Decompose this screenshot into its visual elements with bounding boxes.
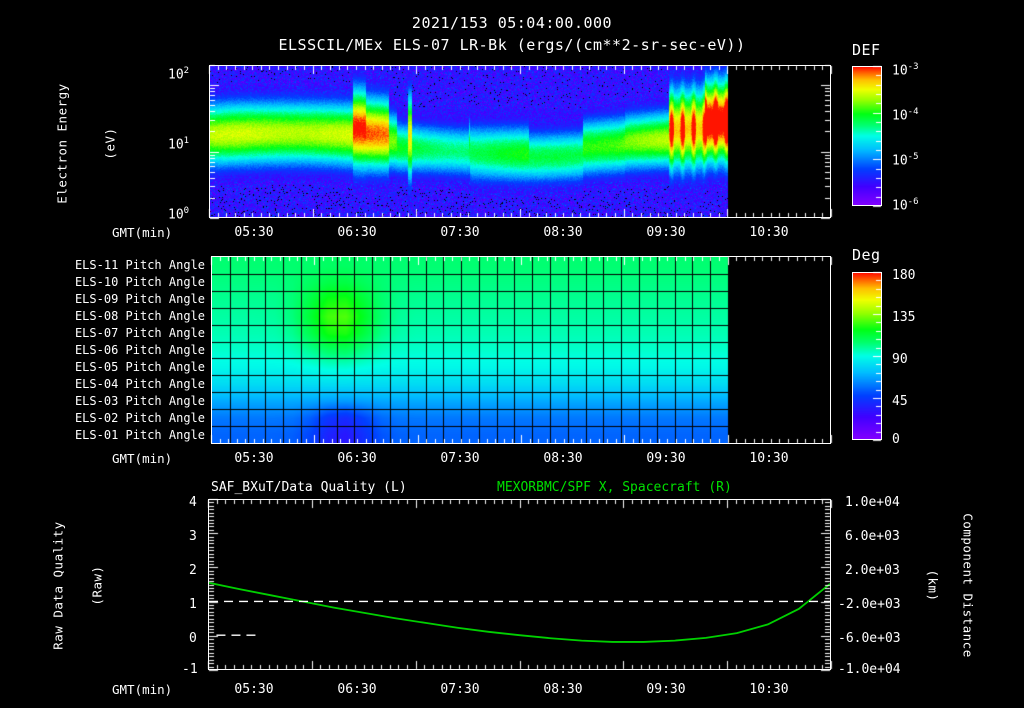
panel3-xtick-5: 10:30 (749, 682, 789, 697)
data-quality-plot (209, 581, 830, 643)
panel3-ytick-right-10k: 1.0e+04 (845, 495, 900, 510)
panel3-ytick-right-neg2k: -2.0e+03 (838, 597, 901, 612)
pitch-angle-row-label-11: ELS-11 Pitch Angle (74, 258, 205, 272)
panel2-xtick-5: 10:30 (749, 451, 789, 466)
panel3-xtick-4: 09:30 (646, 682, 686, 697)
panel3-ytick-right-neg6k: -6.0e+03 (838, 631, 901, 646)
panel3-ytick-right-neg10k: -1.0e+04 (838, 662, 901, 677)
panel1-ylabel-units: (eV) (102, 127, 118, 160)
panel3-ylabel-left-units: (Raw) (89, 565, 105, 606)
pitch-angle-row-label-05: ELS-05 Pitch Angle (74, 360, 205, 374)
pitch-angle-row-label-01: ELS-01 Pitch Angle (74, 428, 205, 442)
panel1-ytick-1: 100 (168, 206, 190, 223)
pitch-angle-row-label-03: ELS-03 Pitch Angle (74, 394, 205, 408)
panel3-header-left: SAF_BXuT/Data Quality (L) (211, 480, 407, 495)
panel1-xtick-2: 07:30 (440, 225, 480, 240)
pitch-angle-row-label-04: ELS-04 Pitch Angle (74, 377, 205, 391)
panel1-xtick-1: 06:30 (337, 225, 377, 240)
pitch-angle-row-label-07: ELS-07 Pitch Angle (74, 326, 205, 340)
panel1-ylabel: Electron Energy (54, 83, 70, 204)
pitch-angle-canvas (212, 257, 830, 443)
def-cbar-label-0: 10-3 (892, 62, 919, 79)
panel3-xaxis-label: GMT(min) (112, 682, 173, 697)
panel3-ytick-right-6k: 6.0e+03 (845, 529, 900, 544)
panel1-xtick-5: 10:30 (749, 225, 789, 240)
panel2-xtick-0: 05:30 (234, 451, 274, 466)
panel3-header-right: MEXORBMC/SPF X, Spacecraft (R) (497, 480, 732, 495)
panel3-ylabel-right-units: (km) (925, 569, 941, 602)
def-cbar-label-2: 10-5 (892, 152, 919, 169)
panel2-xtick-1: 06:30 (337, 451, 377, 466)
panel3-ytick-left-neg1: -1 (182, 662, 198, 677)
def-colorbar-title: DEF (852, 41, 881, 59)
pitch-angle-row-label-09: ELS-09 Pitch Angle (74, 292, 205, 306)
deg-cbar-label-135: 135 (892, 310, 916, 325)
panel3-ylabel-left: Raw Data Quality (50, 521, 66, 650)
panel3-xtick-0: 05:30 (234, 682, 274, 697)
deg-colorbar-title: Deg (852, 246, 881, 264)
panel2-xtick-2: 07:30 (440, 451, 480, 466)
pitch-angle-panel[interactable] (211, 256, 831, 444)
pitch-angle-row-label-02: ELS-02 Pitch Angle (74, 411, 205, 425)
plot-title-datetime: 2021/153 05:04:00.000 (411, 14, 613, 32)
panel3-xtick-1: 06:30 (337, 682, 377, 697)
def-cbar-label-3: 10-6 (892, 197, 919, 214)
data-quality-distance-panel[interactable] (208, 499, 831, 670)
def-cbar-label-1: 10-4 (892, 107, 919, 124)
spectrogram-canvas (210, 66, 830, 217)
panel1-ytick-10: 101 (168, 136, 190, 153)
panel2-xtick-4: 09:30 (646, 451, 686, 466)
pitch-angle-row-label-10: ELS-10 Pitch Angle (74, 275, 205, 289)
def-colorbar (852, 66, 882, 206)
panel1-xaxis-label: GMT(min) (112, 225, 173, 240)
panel2-xaxis-label: GMT(min) (112, 451, 173, 466)
panel3-ytick-left-1: 1 (189, 597, 197, 612)
panel1-ytick-100: 102 (168, 66, 190, 83)
panel1-xtick-3: 08:30 (543, 225, 583, 240)
pitch-angle-row-label-06: ELS-06 Pitch Angle (74, 343, 205, 357)
panel2-xtick-3: 08:30 (543, 451, 583, 466)
pitch-angle-row-label-08: ELS-08 Pitch Angle (74, 309, 205, 323)
deg-cbar-label-90: 90 (892, 352, 908, 367)
panel3-ylabel-right: Component Distance (960, 513, 976, 658)
deg-colorbar (852, 272, 882, 440)
panel3-ytick-left-0: 0 (189, 631, 197, 646)
deg-cbar-label-0: 0 (892, 432, 900, 447)
deg-cbar-label-180: 180 (892, 268, 916, 283)
panel3-xtick-2: 07:30 (440, 682, 480, 697)
spacecraft-distance-trace (209, 581, 830, 643)
panel3-ytick-left-3: 3 (189, 529, 197, 544)
panel3-ytick-left-2: 2 (189, 563, 197, 578)
panel3-xtick-3: 08:30 (543, 682, 583, 697)
panel3-ytick-left-4: 4 (189, 495, 197, 510)
deg-cbar-label-45: 45 (892, 394, 908, 409)
panel3-ytick-right-2k: 2.0e+03 (845, 563, 900, 578)
electron-energy-spectrogram-panel[interactable] (209, 65, 831, 218)
panel1-xtick-4: 09:30 (646, 225, 686, 240)
panel1-xtick-0: 05:30 (234, 225, 274, 240)
